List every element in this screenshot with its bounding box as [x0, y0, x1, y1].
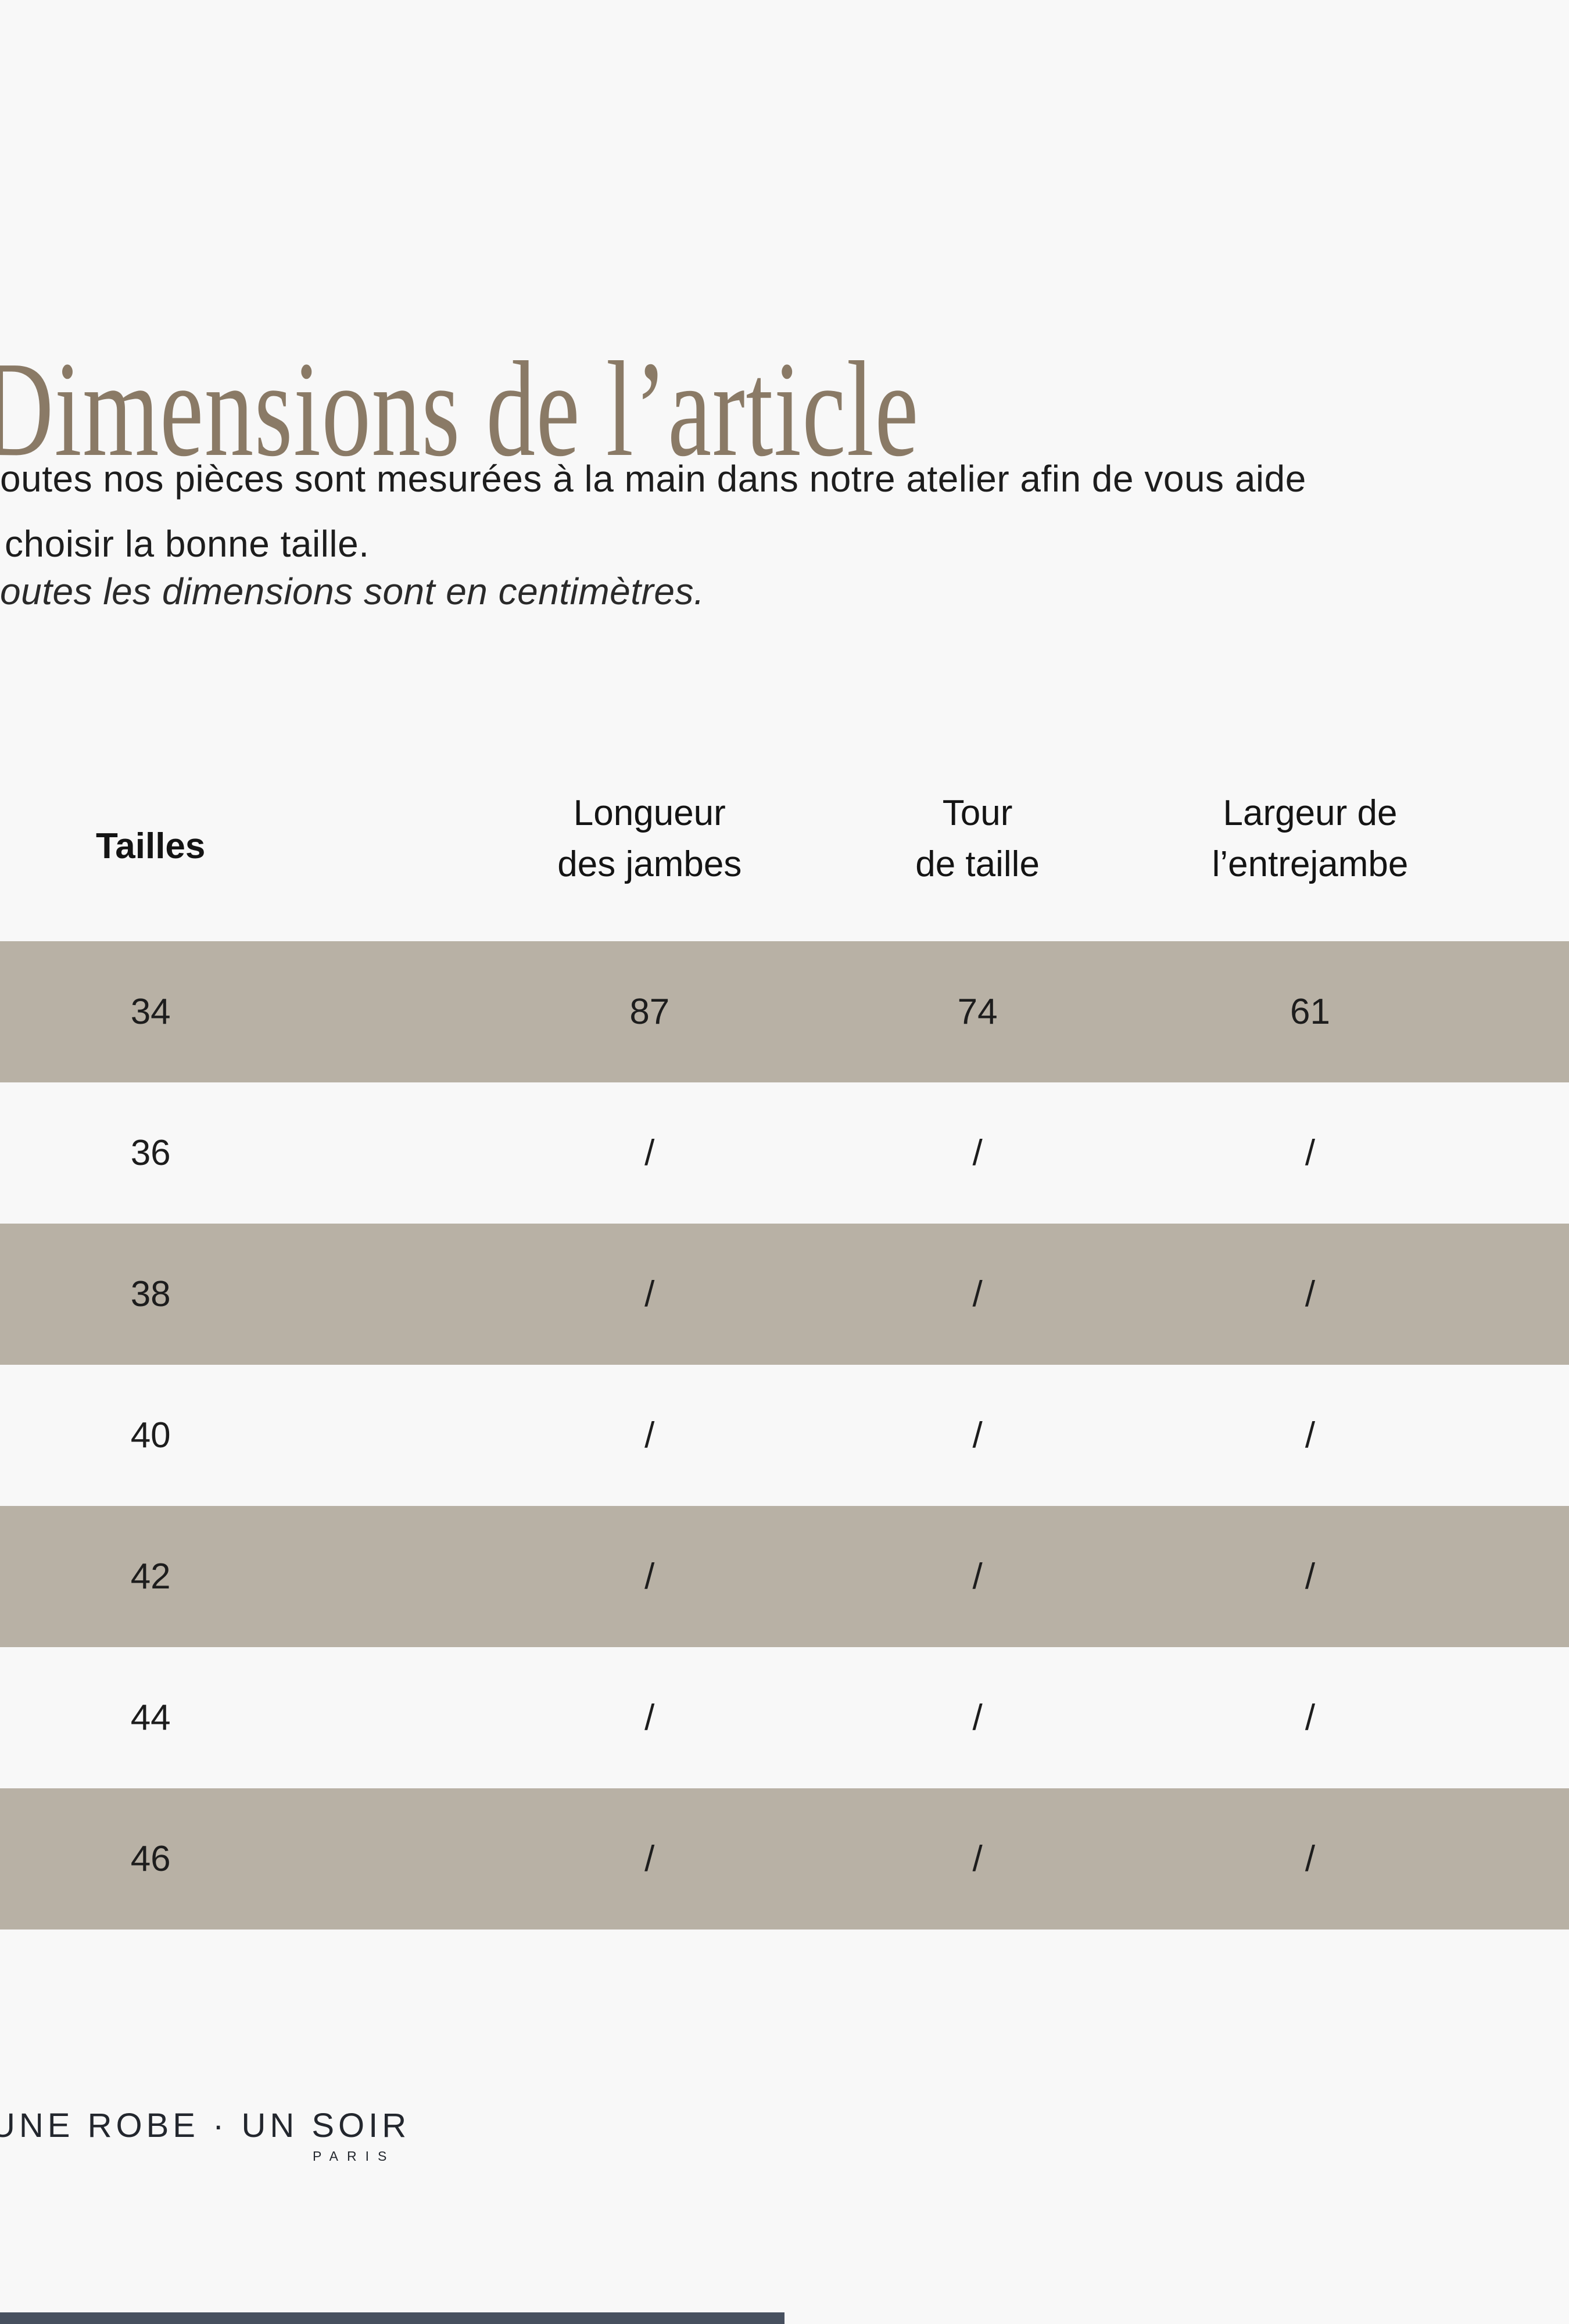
value-cell: / [972, 1838, 983, 1879]
column-header-line: Tour [942, 793, 1013, 833]
value-cell: / [644, 1697, 655, 1738]
value-cell: / [1305, 1132, 1316, 1173]
table-row: 40 / / / [0, 1365, 1569, 1506]
table-row: 38 / / / [0, 1224, 1569, 1365]
units-note: outes les dimensions sont en centimètres… [0, 571, 705, 612]
value-cell: / [1305, 1556, 1316, 1597]
value-cell: / [1305, 1838, 1316, 1879]
size-cell: 34 [130, 991, 171, 1032]
bottom-partial-bar [0, 2312, 784, 2324]
column-header-line: Largeur de [1223, 793, 1398, 833]
column-header-sizes: Tailles [95, 826, 206, 866]
value-cell: / [644, 1415, 655, 1455]
size-cell: 40 [130, 1415, 171, 1455]
value-cell: / [1305, 1697, 1316, 1738]
value-cell: / [972, 1556, 983, 1597]
column-header-line: de taille [915, 844, 1040, 884]
value-cell: / [972, 1697, 983, 1738]
column-header-line: Longueur [573, 793, 726, 833]
value-cell: / [1305, 1274, 1316, 1314]
size-cell: 44 [130, 1697, 171, 1738]
value-cell: / [972, 1415, 983, 1455]
brand-logo-city: PARIS [313, 2149, 396, 2164]
column-header-inseam-width: Largeur de l’entrejambe [1212, 788, 1409, 890]
table-row: 34 87 74 61 [0, 941, 1569, 1082]
intro-text-line-1: outes nos pièces sont mesurées à la main… [0, 458, 1306, 500]
size-cell: 38 [130, 1274, 171, 1314]
column-header-waist: Tour de taille [915, 788, 1040, 890]
value-cell: / [644, 1274, 655, 1314]
table-row: 44 / / / [0, 1647, 1569, 1788]
table-row: 46 / / / [0, 1788, 1569, 1930]
value-cell: / [972, 1274, 983, 1314]
size-cell: 36 [130, 1132, 171, 1173]
size-cell: 46 [130, 1838, 171, 1879]
value-cell: 74 [957, 991, 998, 1032]
column-header-line: l’entrejambe [1212, 844, 1409, 884]
value-cell: / [644, 1556, 655, 1597]
brand-logo: UNE ROBE · UN SOIR [0, 2107, 411, 2144]
page-title: Dimensions de l’article [0, 333, 919, 485]
value-cell: / [1305, 1415, 1316, 1455]
value-cell: 61 [1290, 991, 1330, 1032]
value-cell: 87 [629, 991, 670, 1032]
column-header-line: des jambes [557, 844, 742, 884]
table-row: 42 / / / [0, 1506, 1569, 1647]
table-row: 36 / / / [0, 1082, 1569, 1224]
intro-text-line-2: choisir la bonne taille. [5, 523, 370, 565]
value-cell: / [644, 1132, 655, 1173]
size-cell: 42 [130, 1556, 171, 1597]
value-cell: / [644, 1838, 655, 1879]
column-header-leg-length: Longueur des jambes [557, 788, 741, 890]
value-cell: / [972, 1132, 983, 1173]
